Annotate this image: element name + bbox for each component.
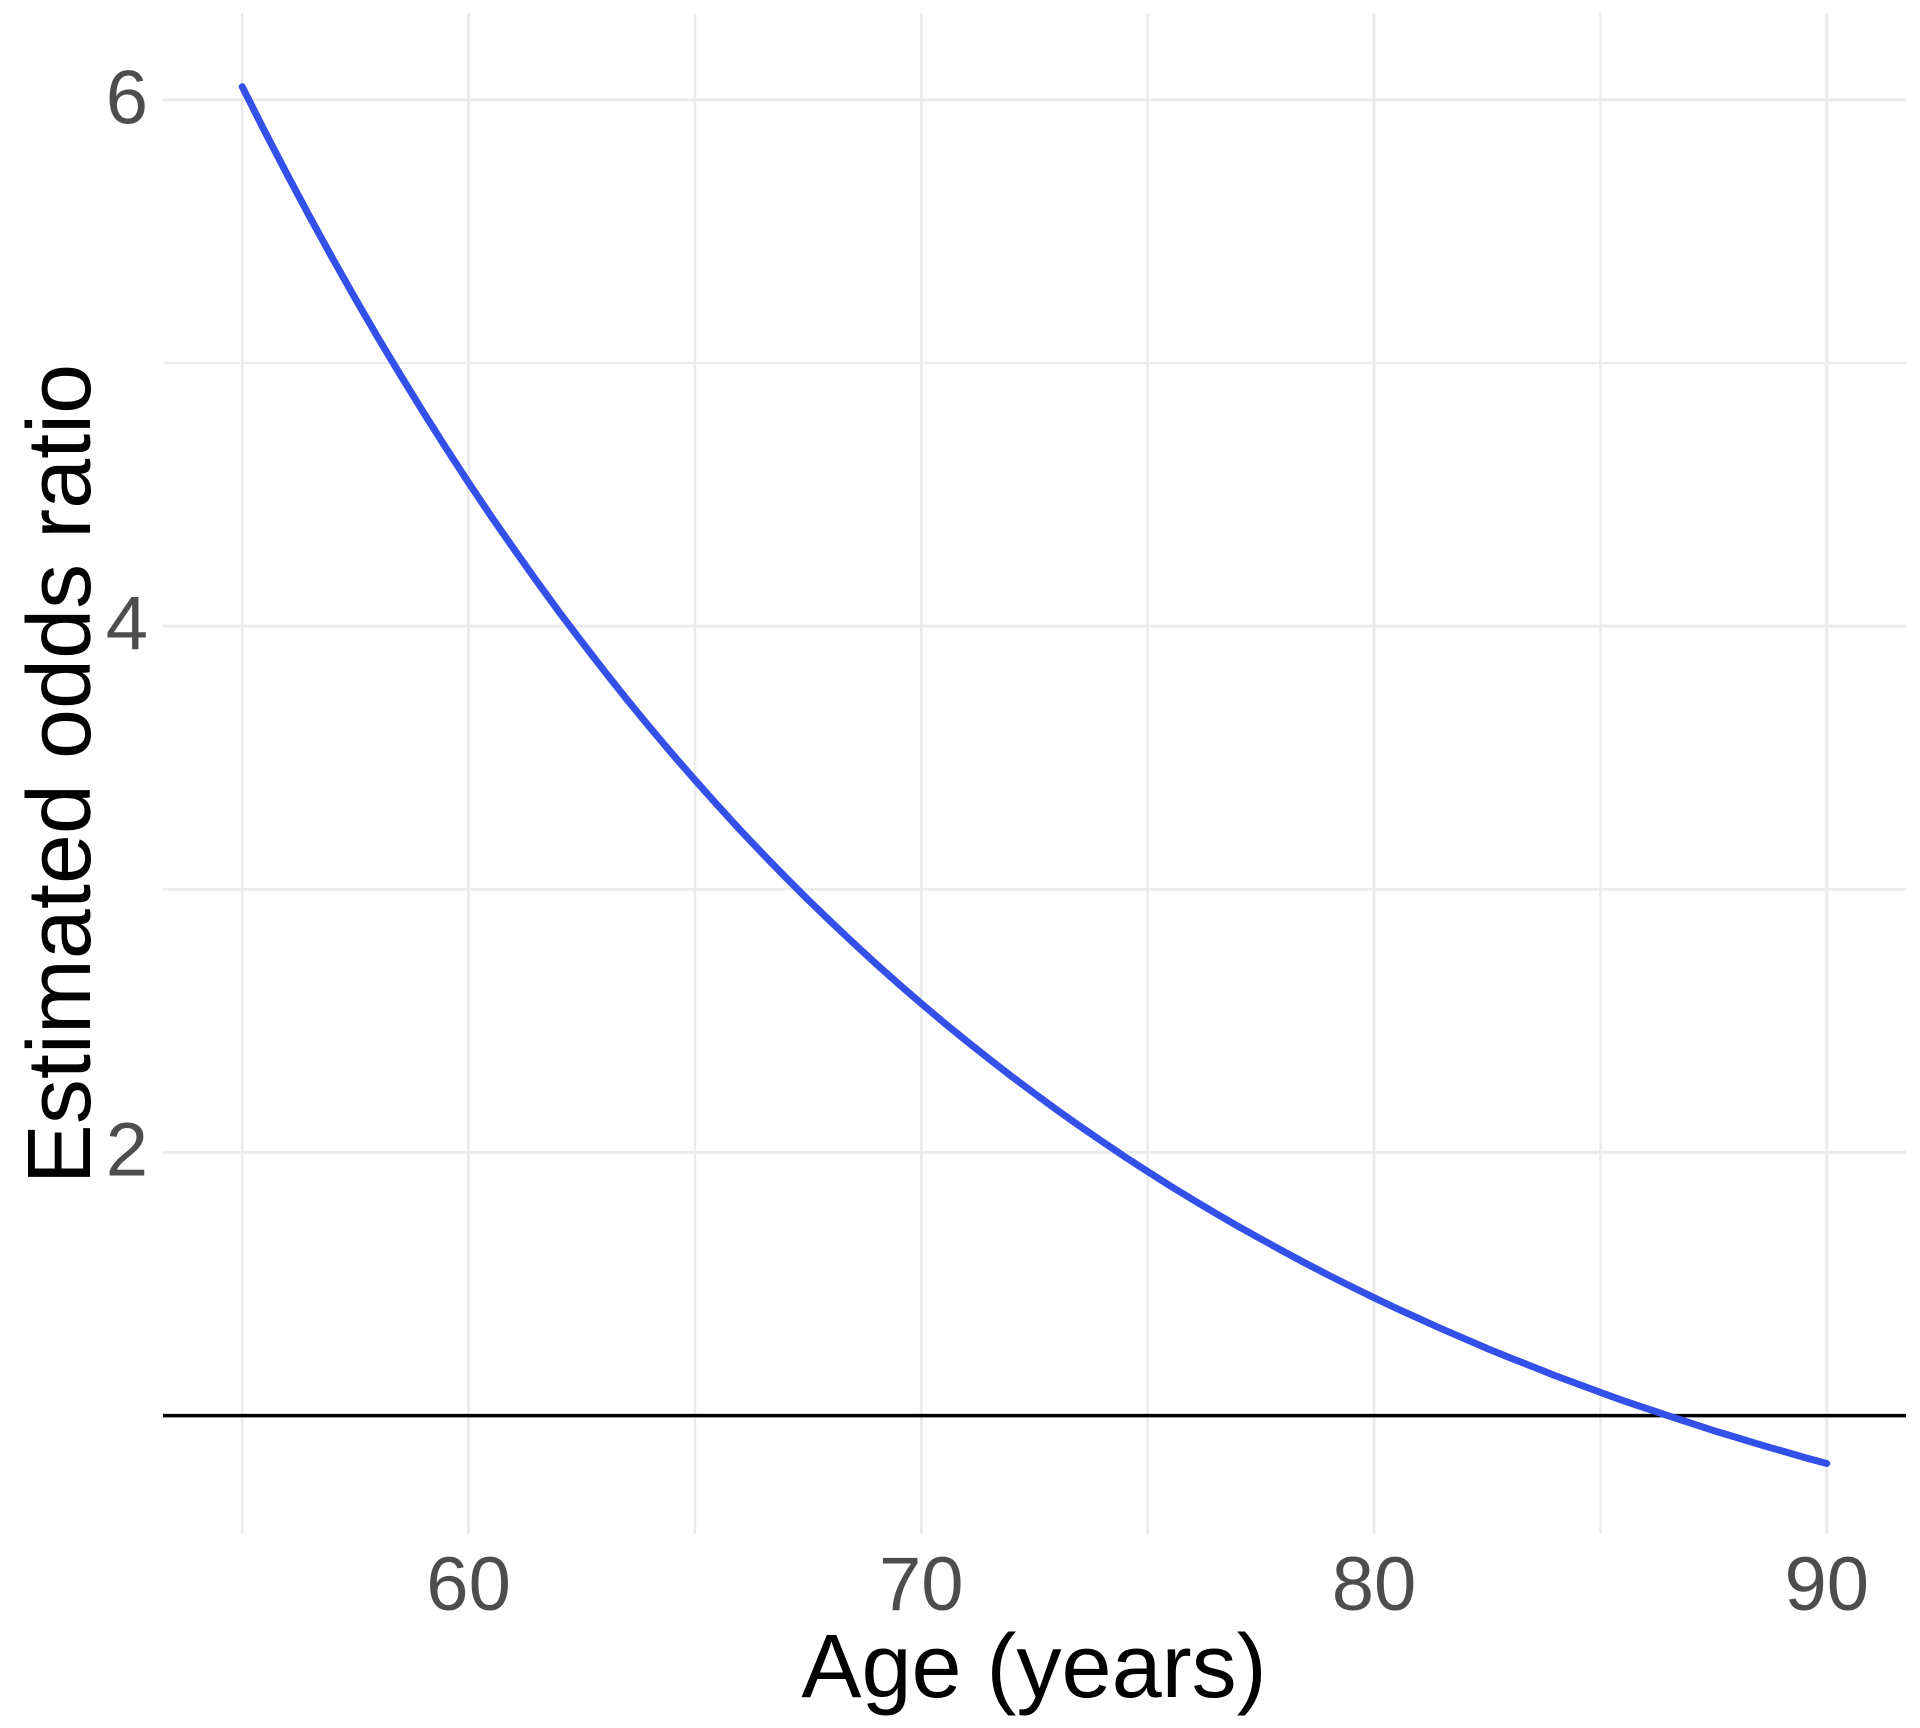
y-tick-label-4: 4 bbox=[105, 581, 148, 667]
x-tick-label-90: 90 bbox=[1784, 1542, 1870, 1627]
odds-ratio-curve bbox=[238, 83, 1831, 1467]
x-tick-label-70: 70 bbox=[879, 1542, 964, 1627]
y-tick-label-6: 6 bbox=[105, 55, 148, 141]
y-axis-title: Estimated odds ratio bbox=[10, 363, 110, 1185]
x-tick-label-60: 60 bbox=[426, 1542, 511, 1627]
x-tick-label-80: 80 bbox=[1331, 1542, 1417, 1627]
y-tick-label-2: 2 bbox=[105, 1107, 148, 1193]
x-axis-title: Age (years) bbox=[801, 1617, 1267, 1717]
